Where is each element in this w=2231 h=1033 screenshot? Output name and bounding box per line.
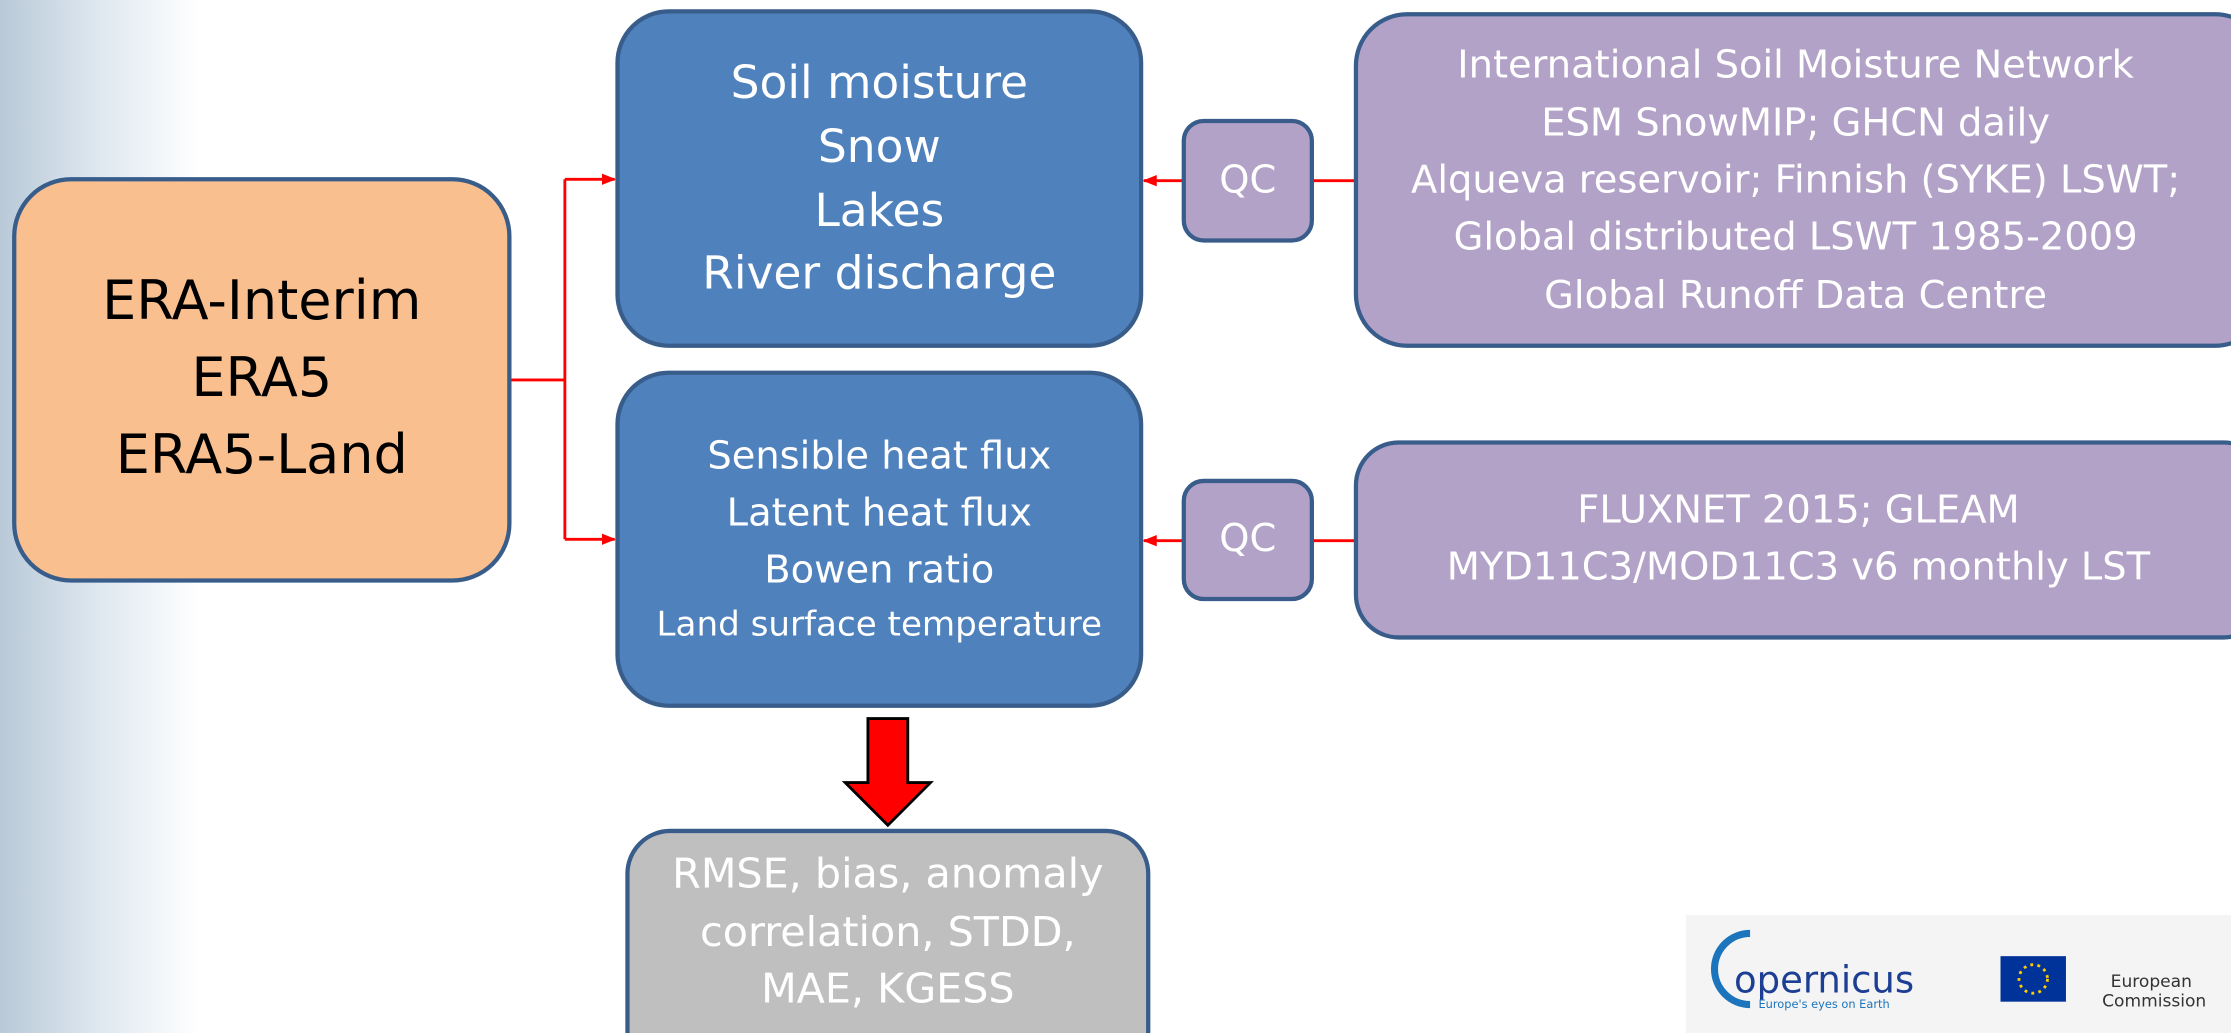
source: ERA-Interim xyxy=(102,269,421,332)
sources-box xyxy=(12,177,512,583)
connectors xyxy=(509,173,1356,547)
eu-stars xyxy=(2017,963,2049,995)
observations-box xyxy=(1353,12,2231,348)
observation: Alqueva reservoir; Finnish (SYKE) LSWT; xyxy=(1411,158,2180,203)
observation: FLUXNET 2015; GLEAM xyxy=(1577,488,2019,533)
metric: MAE, KGESS xyxy=(761,965,1015,1013)
variables-box xyxy=(615,9,1144,348)
eu-flag xyxy=(2000,956,2066,1002)
down-arrow xyxy=(841,717,934,828)
variables-box xyxy=(615,370,1144,708)
variable: Latent heat flux xyxy=(727,491,1032,536)
variable: Land surface temperature xyxy=(657,605,1103,645)
logos: opernicus Europe's eyes on Earth Europea… xyxy=(1686,914,2231,1033)
observation: ESM SnowMIP; GHCN daily xyxy=(1541,101,2050,146)
copernicus-tagline: Europe's eyes on Earth xyxy=(1758,997,1889,1011)
commission-name: European xyxy=(2111,972,2192,992)
variable: Lakes xyxy=(814,184,944,237)
observation: Global distributed LSWT 1985-2009 xyxy=(1454,215,2138,260)
commission-name: Commission xyxy=(2102,992,2206,1012)
metrics-box xyxy=(625,828,1151,1033)
observation: Global Runoff Data Centre xyxy=(1544,273,2047,318)
metric: RMSE, bias, anomaly xyxy=(672,849,1103,897)
variable: Soil moisture xyxy=(731,56,1028,109)
copernicus-c xyxy=(1711,929,1751,1009)
source: ERA5-Land xyxy=(116,423,408,486)
metric: correlation, STDD, xyxy=(700,908,1076,956)
qc-label: QC xyxy=(1219,158,1276,203)
variable: Snow xyxy=(818,120,941,173)
observation: International Soil Moisture Network xyxy=(1457,42,2134,87)
qc-box xyxy=(1181,478,1314,602)
copernicus-name: opernicus xyxy=(1734,958,1914,1001)
qc-box xyxy=(1181,118,1314,243)
qc-label: QC xyxy=(1219,516,1276,561)
observations-box xyxy=(1353,440,2231,640)
observation: MYD11C3/MOD11C3 v6 monthly LST xyxy=(1447,545,2151,590)
variable: River discharge xyxy=(702,247,1056,300)
logo-panel xyxy=(1686,914,2231,1033)
variable: Sensible heat flux xyxy=(707,434,1051,479)
source: ERA5 xyxy=(191,346,332,409)
variable: Bowen ratio xyxy=(764,547,994,592)
